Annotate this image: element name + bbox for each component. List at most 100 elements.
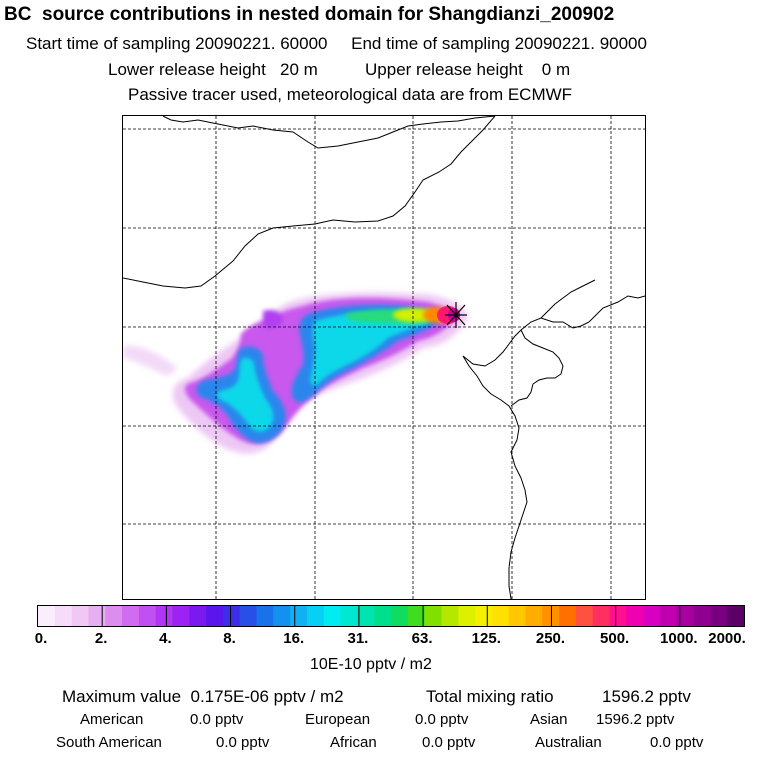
colorbar-swatch (122, 606, 140, 626)
colorbar-swatch (222, 606, 241, 626)
colorbar-swatch (676, 606, 695, 626)
page-title: BC source contributions in nested domain… (4, 4, 615, 25)
colorbar-swatch (659, 606, 678, 626)
coastlines-and-borders (123, 116, 645, 599)
colorbar-swatch (105, 606, 123, 626)
colorbar-swatch (239, 606, 258, 626)
total-mixing-ratio: Total mixing ratio (426, 687, 554, 707)
lower-height-value: 20 m (280, 60, 318, 79)
northeast-border (123, 116, 496, 289)
colorbar-swatch (323, 606, 342, 626)
colorbar-swatch (374, 606, 392, 626)
colorbar-tick-label: 125. (471, 630, 501, 647)
region-name: Asian (530, 711, 568, 728)
sampling-times: Start time of sampling 20090221. 60000 E… (26, 34, 647, 54)
lat-lon-gridlines (123, 116, 645, 599)
colorbar-tick-label: 8. (223, 630, 236, 647)
tracer-note: Passive tracer used, meteorological data… (128, 85, 573, 104)
colorbar-swatch (340, 606, 358, 626)
region-value: 0.0 pptv (216, 734, 270, 751)
receptor-site-star-icon (445, 302, 467, 328)
colorbar-swatch (441, 606, 459, 626)
colorbar-swatch (172, 606, 190, 626)
colorbar-swatch (643, 606, 661, 626)
liaodong-coast (540, 279, 596, 319)
northern-border (162, 116, 496, 149)
colorbar-swatch (290, 606, 308, 626)
colorbar-tick-label: 2000. (708, 630, 746, 647)
colorbar-swatch (88, 606, 106, 626)
map-canvas (123, 116, 645, 599)
colorbar-swatch (357, 606, 375, 626)
colorbar-swatch (592, 606, 611, 626)
colorbar-tick-label: 250. (535, 630, 566, 647)
colorbar-swatch (525, 606, 543, 626)
shandong-coast (510, 329, 564, 407)
colorbar-swatch (424, 606, 443, 626)
region-name: African (330, 734, 377, 751)
region-value: 0.0 pptv (422, 734, 476, 751)
colorbar-swatch (306, 606, 325, 626)
colorbar-swatches (38, 606, 744, 626)
upper-height-value: 0 m (541, 60, 571, 79)
colorbar-swatch (575, 606, 594, 626)
colorbar-swatch (626, 606, 644, 626)
colorbar-swatch (710, 606, 728, 626)
colorbar-swatch (206, 606, 224, 626)
region-name: South American (56, 734, 162, 751)
bohai-coast (462, 355, 528, 599)
colorbar-swatch (491, 606, 510, 626)
colorbar-swatch (391, 606, 409, 626)
map-panel (122, 115, 646, 600)
colorbar-swatch (407, 606, 426, 626)
region-name: American (80, 711, 144, 728)
colorbar-tick-label: 63. (411, 630, 433, 647)
region-value: 0.0 pptv (415, 711, 469, 728)
total-mixing-ratio-value: 1596.2 pptv (602, 687, 691, 706)
colorbar-swatch (727, 606, 744, 626)
region-value: 1596.2 pptv (596, 711, 675, 728)
colorbar-tick-label: 16. (283, 630, 305, 647)
region-name: European (305, 711, 371, 728)
colorbar-swatch (155, 606, 174, 626)
colorbar-tick-label: 1000. (660, 630, 698, 647)
colorbar-swatch (256, 606, 274, 626)
colorbar (37, 605, 745, 627)
upper-height-label: Upper release height (365, 60, 523, 79)
end-time-label: End time of sampling (351, 34, 510, 53)
plume-footprint (123, 292, 468, 454)
colorbar-tick-label: 500. (600, 630, 630, 647)
colorbar-swatch (458, 606, 476, 626)
colorbar-swatch (38, 606, 56, 626)
region-name: Australian (535, 734, 602, 751)
colorbar-unit: 10E-10 pptv / m2 (310, 656, 432, 673)
colorbar-swatch (189, 606, 207, 626)
colorbar-swatch (138, 606, 157, 626)
korean-peninsula (462, 295, 645, 367)
max-value: 0.175E-06 pptv / m2 (190, 687, 344, 706)
colorbar-swatch (559, 606, 577, 626)
region-value: 0.0 pptv (190, 711, 244, 728)
colorbar-swatch (693, 606, 711, 626)
plume-cyan-band (217, 312, 429, 432)
region-value: 0.0 pptv (650, 734, 704, 751)
colorbar-swatch (475, 606, 493, 626)
maximum-value: Maximum value 0.175E-06 pptv / m2 (62, 687, 344, 707)
colorbar-tick-label: 31. (347, 630, 369, 647)
plume-core (393, 306, 460, 324)
lower-height-label: Lower release height (108, 60, 266, 79)
colorbar-swatch (71, 606, 90, 626)
colorbar-tick-label: 0. (34, 630, 48, 647)
end-time-value: 20090221. 90000 (514, 34, 647, 53)
total-label: Total mixing ratio (426, 687, 554, 706)
colorbar-tick-label: 2. (94, 630, 108, 647)
max-label: Maximum value (62, 687, 182, 706)
colorbar-tick-label: 4. (159, 630, 172, 647)
colorbar-swatch (273, 606, 291, 626)
start-time-label: Start time of sampling (26, 34, 191, 53)
release-heights: Lower release height 20 m Upper release … (108, 60, 570, 80)
colorbar-swatch (508, 606, 527, 626)
colorbar-swatch (54, 606, 73, 626)
start-time-value: 20090221. 60000 (195, 34, 328, 53)
colorbar-swatch (609, 606, 627, 626)
